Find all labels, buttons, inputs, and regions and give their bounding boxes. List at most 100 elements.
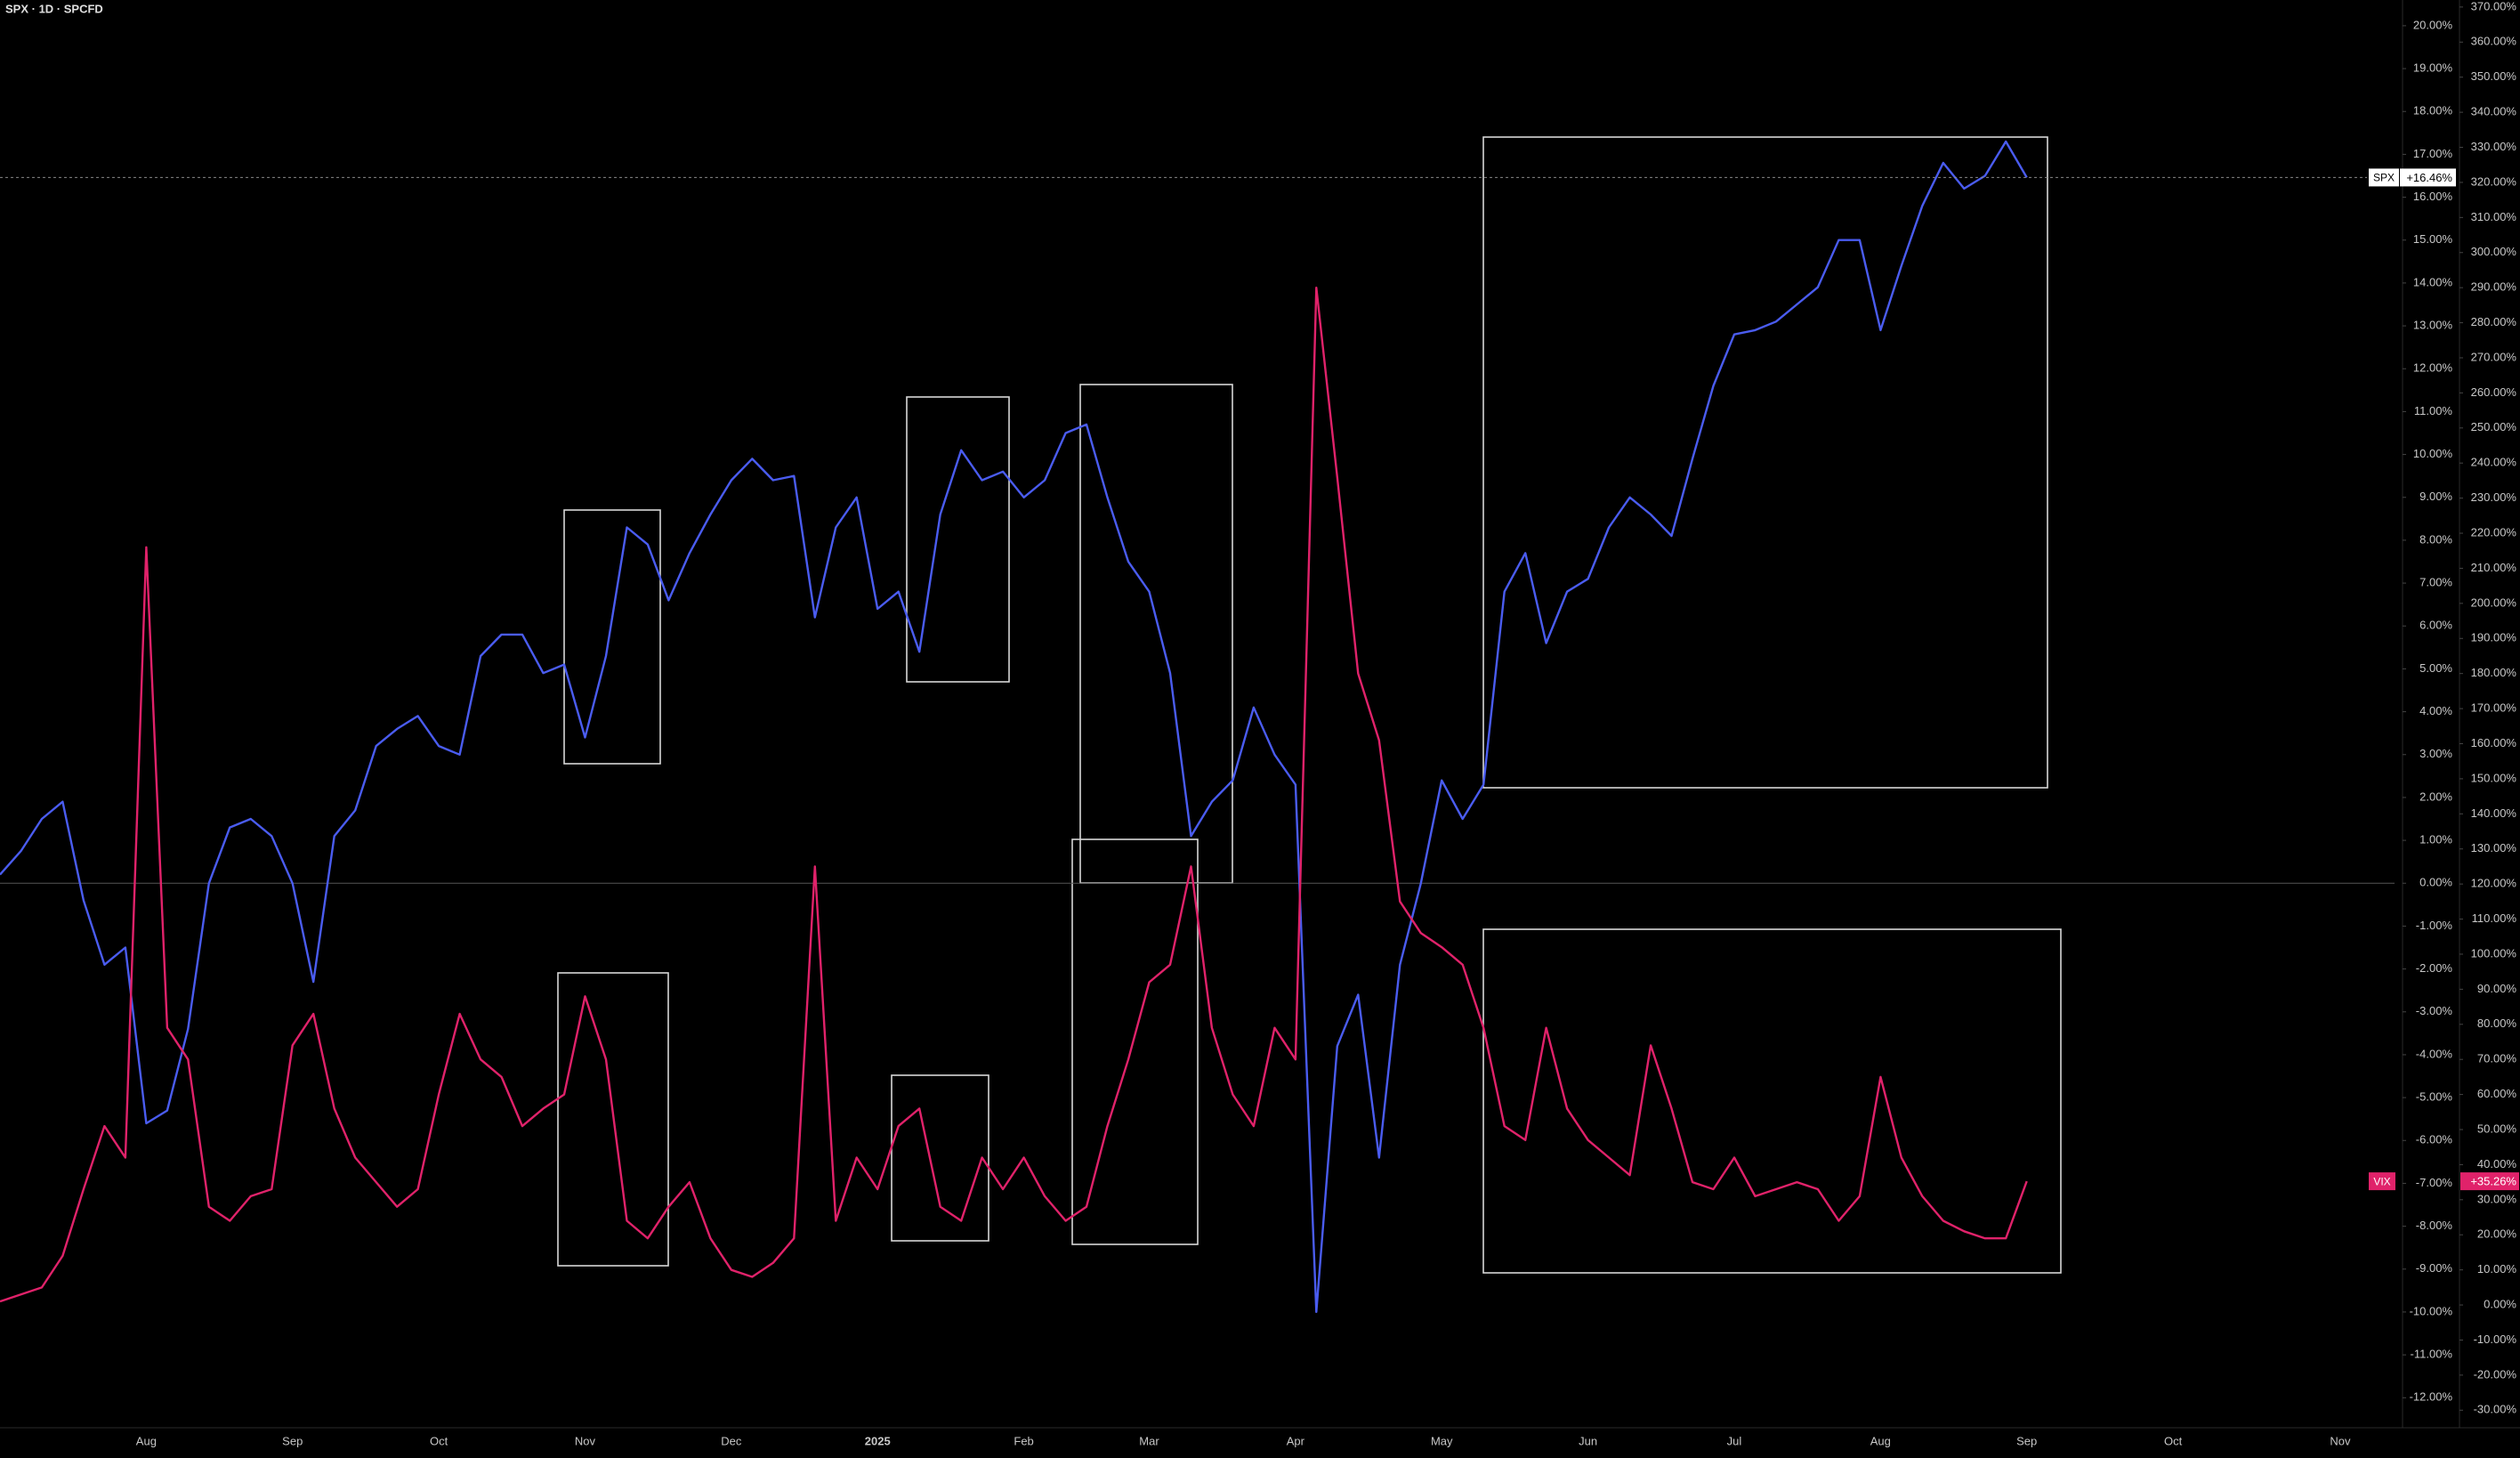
last-value-bg: [2460, 1172, 2519, 1191]
annotation-box: [891, 1074, 989, 1242]
y2-tick-label: 260.00%: [2471, 385, 2517, 399]
x-tick-label: Nov: [2330, 1434, 2351, 1447]
y-tick-label: 19.00%: [2413, 61, 2453, 75]
x-tick-label: Feb: [1014, 1434, 1033, 1447]
x-tick-label: May: [1431, 1434, 1453, 1447]
y-tick-label: -3.00%: [2416, 1004, 2453, 1017]
y2-tick-label: 20.00%: [2477, 1227, 2517, 1241]
x-tick-label: Jun: [1579, 1434, 1597, 1447]
y2-tick-label: 230.00%: [2471, 490, 2517, 504]
y2-tick-label: 0.00%: [2484, 1298, 2516, 1311]
series-tag: SPX: [2373, 172, 2395, 184]
y-tick-label: -8.00%: [2416, 1219, 2453, 1232]
y-tick-label: 18.00%: [2413, 104, 2453, 117]
y-tick-label: 3.00%: [2419, 747, 2452, 760]
y2-tick-label: 140.00%: [2471, 806, 2517, 820]
x-tick-label: Nov: [575, 1434, 596, 1447]
y2-tick-label: -20.00%: [2474, 1367, 2517, 1381]
y-tick-label: 16.00%: [2413, 190, 2453, 203]
y2-tick-label: 210.00%: [2471, 561, 2517, 574]
y-tick-label: -9.00%: [2416, 1261, 2453, 1275]
y-tick-label: -6.00%: [2416, 1133, 2453, 1146]
annotation-box: [1482, 136, 2048, 789]
y2-tick-label: 300.00%: [2471, 245, 2517, 258]
y-tick-label: -2.00%: [2416, 961, 2453, 975]
x-tick-label: Oct: [430, 1434, 448, 1447]
y-tick-label: 17.00%: [2413, 147, 2453, 160]
x-tick-label: 2025: [865, 1434, 891, 1447]
y2-tick-label: 30.00%: [2477, 1192, 2517, 1205]
y2-tick-label: 180.00%: [2471, 666, 2517, 679]
chart-title: SPX · 1D · SPCFD: [5, 2, 103, 15]
annotation-box: [563, 509, 661, 765]
y2-tick-label: 70.00%: [2477, 1052, 2517, 1065]
x-tick-label: Sep: [2016, 1434, 2037, 1447]
y2-tick-label: 60.00%: [2477, 1087, 2517, 1100]
y-tick-label: -1.00%: [2416, 919, 2453, 932]
y-tick-label: 13.00%: [2413, 319, 2453, 332]
y-tick-label: -12.00%: [2410, 1390, 2453, 1404]
last-value-label: +35.26%: [2470, 1175, 2516, 1188]
annotation-box: [1071, 838, 1199, 1245]
y-tick-label: -11.00%: [2411, 1348, 2453, 1361]
y-tick-label: 8.00%: [2419, 532, 2452, 546]
annotation-box: [557, 972, 669, 1267]
y-tick-label: -4.00%: [2416, 1047, 2453, 1060]
x-tick-label: Aug: [136, 1434, 157, 1447]
y-tick-label: 14.00%: [2413, 275, 2453, 288]
y2-tick-label: 330.00%: [2471, 140, 2517, 153]
y-tick-label: 2.00%: [2419, 790, 2452, 803]
y2-tick-label: 120.00%: [2471, 877, 2517, 890]
y-tick-label: 7.00%: [2419, 576, 2452, 589]
y2-tick-label: 270.00%: [2471, 350, 2517, 363]
y-tick-label: 9.00%: [2419, 490, 2452, 503]
x-tick-label: Dec: [721, 1434, 742, 1447]
y-tick-label: 6.00%: [2419, 619, 2452, 632]
series-line: [0, 287, 2028, 1303]
y-tick-label: -10.00%: [2410, 1304, 2453, 1317]
y2-tick-label: 360.00%: [2471, 35, 2517, 48]
y2-tick-label: 160.00%: [2471, 736, 2517, 749]
x-tick-label: Apr: [1287, 1434, 1305, 1447]
y2-tick-label: 190.00%: [2471, 631, 2517, 644]
y2-tick-label: 100.00%: [2471, 946, 2517, 960]
annotation-boxes: [557, 136, 2062, 1274]
y2-tick-label: 350.00%: [2471, 69, 2517, 83]
x-tick-label: Oct: [2164, 1434, 2183, 1447]
y2-tick-label: 10.00%: [2477, 1262, 2517, 1276]
y-tick-label: 15.00%: [2413, 232, 2453, 246]
y2-tick-label: 80.00%: [2477, 1017, 2517, 1030]
last-value-bg: [2400, 168, 2456, 187]
annotation-box: [906, 396, 1010, 683]
y2-tick-label: 340.00%: [2471, 105, 2517, 118]
y2-tick-label: -30.00%: [2474, 1403, 2517, 1416]
y-tick-label: 4.00%: [2419, 704, 2452, 717]
last-value-label: +16.46%: [2406, 171, 2452, 184]
y2-tick-label: 220.00%: [2471, 525, 2517, 539]
y-tick-label: 5.00%: [2419, 661, 2452, 675]
x-tick-label: Jul: [1727, 1434, 1742, 1447]
y2-tick-label: 200.00%: [2471, 595, 2517, 609]
y2-tick-label: 130.00%: [2471, 841, 2517, 855]
y2-tick-label: 150.00%: [2471, 771, 2517, 784]
x-tick-label: Mar: [1139, 1434, 1159, 1447]
x-tick-label: Sep: [282, 1434, 303, 1447]
y2-tick-label: 240.00%: [2471, 456, 2517, 469]
y-tick-label: 1.00%: [2419, 833, 2452, 846]
y-tick-label: -5.00%: [2416, 1090, 2453, 1104]
y2-tick-label: 110.00%: [2472, 911, 2517, 925]
y-tick-label: 10.00%: [2413, 447, 2453, 460]
series-tag-bg: [2369, 168, 2399, 187]
y-tick-label: 11.00%: [2414, 404, 2453, 417]
y-tick-label: 20.00%: [2413, 18, 2453, 31]
annotation-box: [1482, 928, 2062, 1274]
y-tick-label: -7.00%: [2416, 1176, 2453, 1189]
y2-tick-label: 40.00%: [2477, 1157, 2517, 1170]
x-tick-label: Aug: [1870, 1434, 1891, 1447]
y-tick-label: 12.00%: [2413, 361, 2453, 375]
y2-tick-label: 280.00%: [2471, 315, 2517, 328]
series-tag: VIX: [2373, 1175, 2390, 1187]
